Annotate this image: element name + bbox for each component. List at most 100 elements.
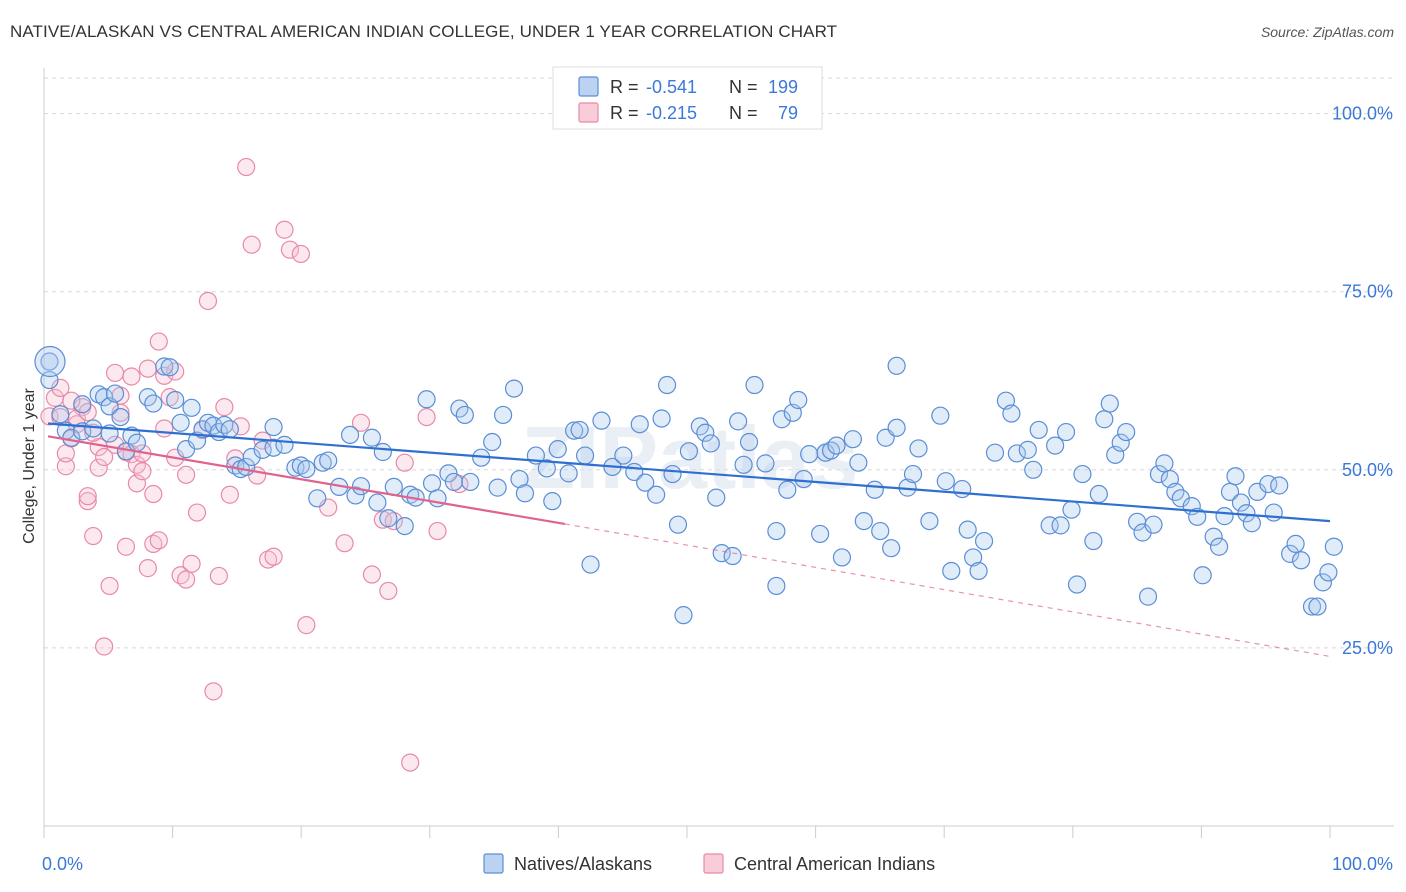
data-point <box>1281 544 1300 563</box>
data-point <box>483 432 502 452</box>
data-point <box>734 455 753 474</box>
data-point <box>958 520 977 539</box>
data-point <box>1324 537 1343 556</box>
y-tick-label: 75.0% <box>1342 282 1393 302</box>
bottom-legend-label: Central American Indians <box>734 854 935 874</box>
data-point <box>340 425 360 445</box>
data-point <box>647 485 666 504</box>
x-tick-label-min: 0.0% <box>42 854 83 874</box>
data-point <box>581 555 600 574</box>
data-point <box>1024 460 1043 479</box>
data-point <box>1089 484 1108 504</box>
data-point <box>149 531 168 550</box>
data-point <box>280 240 300 259</box>
data-point <box>1188 507 1207 526</box>
bottom-legend-swatch <box>703 853 724 874</box>
data-point <box>559 464 578 483</box>
data-point <box>297 616 316 635</box>
data-point <box>155 419 174 438</box>
data-point <box>1313 573 1333 592</box>
data-point <box>237 157 256 177</box>
data-point <box>745 375 764 395</box>
data-point <box>100 576 119 596</box>
data-point <box>537 459 556 478</box>
data-point <box>739 432 759 452</box>
data-point <box>379 509 398 528</box>
data-point <box>663 464 682 484</box>
watermark: ZIPatlas <box>521 408 858 507</box>
data-point <box>220 485 239 504</box>
data-point <box>789 390 808 410</box>
data-point <box>275 220 294 239</box>
data-point <box>144 484 163 504</box>
data-point <box>964 548 983 567</box>
data-point <box>84 526 103 546</box>
data-point <box>187 503 207 522</box>
data-point <box>767 576 786 596</box>
data-point <box>1111 433 1130 452</box>
data-point <box>1073 464 1092 484</box>
data-point <box>275 435 294 454</box>
bottom-legend: Natives/Alaskans Central American Indians <box>483 853 935 874</box>
data-point <box>674 606 693 625</box>
data-point <box>171 413 190 432</box>
data-point <box>1051 516 1070 535</box>
data-point <box>95 637 114 656</box>
data-point <box>865 480 884 499</box>
data-point <box>291 456 310 475</box>
data-point <box>78 492 97 511</box>
data-point <box>384 512 403 531</box>
legend-r-value: -0.215 <box>646 103 697 123</box>
legend: R = -0.541 N = 199 R = -0.215 N = 79 <box>552 66 823 130</box>
data-point-large <box>34 345 66 378</box>
data-point <box>155 357 174 376</box>
data-point <box>494 405 513 425</box>
data-point <box>1193 566 1212 585</box>
legend-r-label: R = <box>610 77 639 97</box>
data-point <box>936 472 955 491</box>
data-point <box>1029 420 1048 440</box>
legend-r-label: R = <box>610 103 639 123</box>
data-point <box>258 550 278 569</box>
data-point <box>630 415 649 434</box>
data-point <box>712 544 731 563</box>
y-tick-label: 50.0% <box>1342 460 1393 480</box>
data-point <box>160 388 179 407</box>
data-point <box>1264 503 1283 522</box>
data-point <box>319 451 338 470</box>
data-point <box>242 447 261 467</box>
legend-n-value: 79 <box>778 103 798 123</box>
y-axis-label: College, Under 1 year <box>21 388 38 544</box>
y-tick-label: 100.0% <box>1332 104 1393 124</box>
y-tick-labels: 100.0% 75.0% 50.0% 25.0% <box>1332 104 1393 658</box>
legend-n-value: 199 <box>768 77 798 97</box>
data-point <box>78 487 97 506</box>
data-point <box>455 405 474 425</box>
data-point <box>772 410 791 429</box>
legend-swatch <box>578 76 599 97</box>
data-point <box>308 489 327 508</box>
data-point <box>351 477 371 496</box>
data-point <box>182 554 201 573</box>
data-point <box>887 356 906 375</box>
data-point <box>985 443 1005 462</box>
data-point <box>111 403 130 422</box>
data-point <box>362 428 382 447</box>
data-point <box>1308 597 1327 616</box>
data-point <box>95 447 114 467</box>
data-point <box>177 465 196 484</box>
data-point <box>920 512 939 531</box>
data-point <box>368 493 387 512</box>
data-point <box>1286 534 1305 553</box>
data-point <box>182 398 201 417</box>
data-point <box>800 445 819 464</box>
data-point <box>668 515 688 534</box>
data-point <box>570 420 589 440</box>
data-point <box>543 492 562 511</box>
data-point <box>1291 551 1311 570</box>
data-point <box>821 441 841 460</box>
data-point <box>395 453 414 472</box>
data-point <box>854 512 873 531</box>
data-point <box>461 472 480 492</box>
data-point <box>105 363 125 383</box>
